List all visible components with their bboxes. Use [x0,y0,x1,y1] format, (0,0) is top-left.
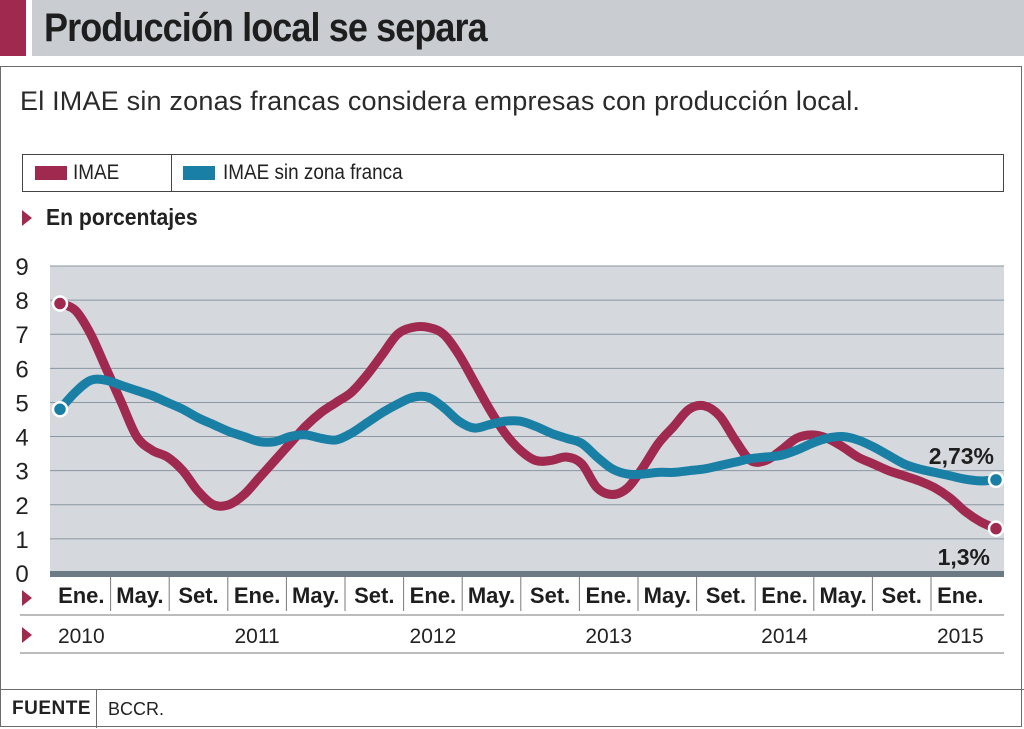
page-title: Producción local se separa [44,6,488,50]
x-tick-label-year: 2011 [235,625,280,648]
end-marker-imae [987,520,1005,537]
chart-frame [0,66,1022,727]
x-tick-label-year: 2013 [585,625,632,648]
start-marker-sin-zona-franca [51,401,69,418]
x-tick-label-year: 2012 [410,625,457,648]
end-marker-sin-zona-franca [987,471,1005,489]
units-arrow-icon [22,210,32,226]
line-chart: 0 1 2 3 4 5 6 7 8 9 Ene. May. Set. Ene. May. Set. Ene. Ma… [15,254,1005,654]
x-tick-label-month: Set. [882,583,922,608]
x-tick-label-month: Set. [178,583,218,608]
legend-swatch-imae [35,166,67,180]
y-tick-label: 7 [15,322,28,349]
x-tick-label-month: Set. [530,583,570,608]
start-marker-imae [51,295,69,312]
x-axis-bar [50,571,1004,577]
x-tick-label-month: Ene. [58,583,104,608]
y-tick-label: 5 [15,390,28,417]
title-background [32,0,1024,56]
x-tick-label-month: Ene. [234,583,280,608]
y-tick-label: 4 [15,425,28,452]
title-accent-bar [0,0,26,56]
legend-label-sin-zona-franca: IMAE sin zona franca [223,161,403,184]
source-value: BCCR. [108,699,165,719]
title-bar: Producción local se separa [0,0,1024,56]
source-label: FUENTE [12,698,91,719]
y-tick-label: 0 [15,561,28,588]
x-tick-label-year: 2014 [761,625,808,648]
x-tick-label-month: May. [468,583,515,608]
x-tick-label-month: Set. [354,583,394,608]
annotation-label-sin-zona-franca: 2,73% [929,443,994,469]
legend-label-imae: IMAE [73,161,120,184]
x-tick-label-month: May. [644,583,691,608]
x-tick-label-month: Ene. [410,583,456,608]
units-label: En porcentajes [46,204,198,230]
y-tick-label: 6 [15,356,28,383]
x-tick-label-year: 2010 [58,625,105,648]
series-line-imae [55,299,1001,534]
y-tick-label: 8 [15,288,28,315]
x-tick-label-month: May. [819,583,866,608]
y-tick-label: 2 [15,493,28,520]
y-tick-label: 3 [15,459,28,486]
x-tick-label-month: Set. [706,583,746,608]
source-divider [96,690,97,728]
legend-divider [171,155,172,191]
x-tick-label-month: Ene. [761,583,807,608]
x-tick-label-month: Ene. [937,583,983,608]
x-tick-label-month: May. [292,583,339,608]
annotation-label-imae: 1,3% [938,544,990,570]
y-tick-label: 1 [15,527,28,554]
legend-swatch-sin-zona-franca [183,166,215,180]
x-tick-label-year: 2015 [937,625,984,648]
x-tick-label-month: Ene. [585,583,631,608]
legend: IMAE IMAE sin zona franca [22,154,1004,192]
axis-row-arrow-icon [22,627,32,643]
x-tick-label-month: May. [116,583,163,608]
chart-subtitle: El IMAE sin zonas francas considera empr… [20,86,861,116]
series-line-sin-zona-franca [55,374,1001,486]
axis-row-arrow-icon [22,590,32,606]
y-tick-label: 9 [15,254,28,281]
source-rule [0,689,1024,690]
